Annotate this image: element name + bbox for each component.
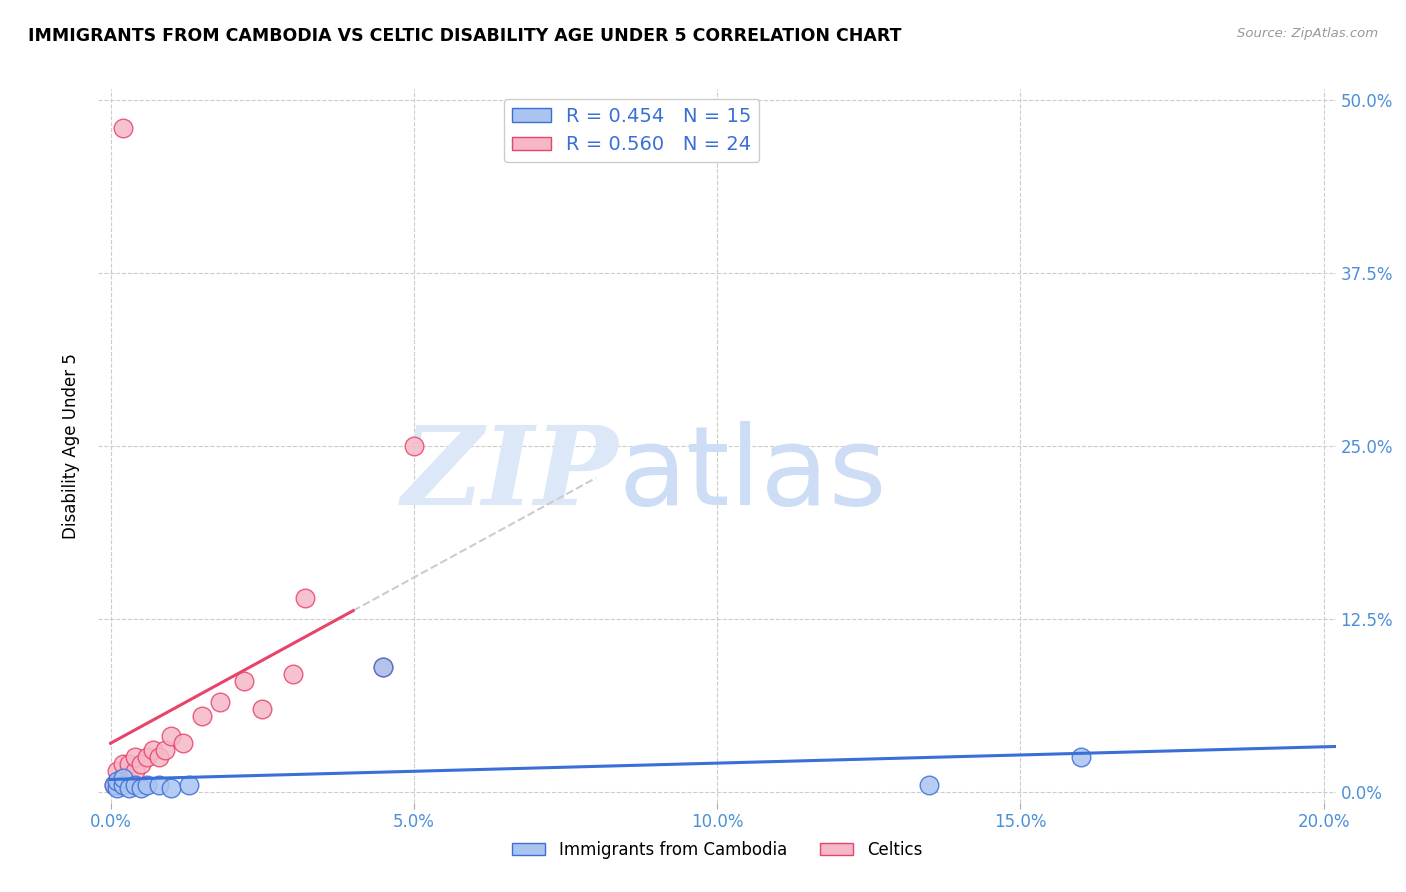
Point [111, 771, 134, 785]
Point [250, 702, 273, 716]
Point [208, 695, 231, 709]
Point [142, 743, 165, 757]
Point [190, 708, 212, 723]
Text: atlas: atlas [619, 421, 887, 528]
Point [105, 773, 128, 788]
Point [103, 778, 125, 792]
Point [160, 730, 183, 744]
Point [160, 780, 183, 795]
Point [129, 780, 152, 795]
Point [402, 439, 425, 453]
Point [1070, 750, 1092, 764]
Point [918, 778, 941, 792]
Point [373, 660, 395, 674]
Point [148, 750, 170, 764]
Point [129, 757, 152, 772]
Point [373, 660, 395, 674]
Point [105, 764, 128, 778]
Point [124, 764, 146, 778]
Point [136, 778, 159, 792]
Point [124, 750, 146, 764]
Point [111, 771, 134, 785]
Point [179, 778, 201, 792]
Point [111, 120, 134, 135]
Point [136, 750, 159, 764]
Legend: Immigrants from Cambodia, Celtics: Immigrants from Cambodia, Celtics [505, 835, 929, 866]
Point [233, 674, 256, 689]
Point [111, 778, 134, 792]
Text: IMMIGRANTS FROM CAMBODIA VS CELTIC DISABILITY AGE UNDER 5 CORRELATION CHART: IMMIGRANTS FROM CAMBODIA VS CELTIC DISAB… [28, 27, 901, 45]
Point [281, 667, 304, 681]
Point [105, 780, 128, 795]
Point [172, 736, 194, 750]
Point [118, 780, 141, 795]
Point [153, 743, 176, 757]
Point [124, 778, 146, 792]
Point [103, 778, 125, 792]
Y-axis label: Disability Age Under 5: Disability Age Under 5 [62, 353, 80, 539]
Point [111, 757, 134, 772]
Text: Source: ZipAtlas.com: Source: ZipAtlas.com [1237, 27, 1378, 40]
Point [105, 778, 128, 792]
Point [118, 757, 141, 772]
Point [118, 771, 141, 785]
Point [148, 778, 170, 792]
Text: ZIP: ZIP [402, 421, 619, 528]
Point [294, 591, 316, 606]
